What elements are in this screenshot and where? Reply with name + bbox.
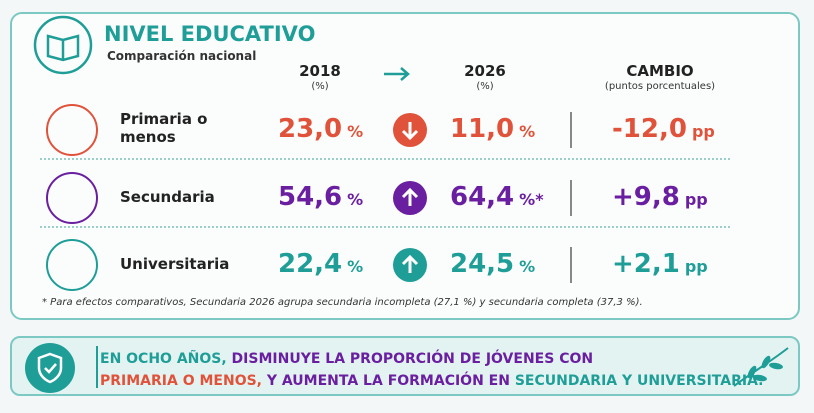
separator <box>40 226 730 228</box>
row-icon <box>46 239 98 291</box>
column-divider <box>570 180 572 216</box>
value: 11,0 <box>450 114 515 144</box>
value: +9,8 <box>612 182 680 212</box>
unit: % <box>519 122 536 141</box>
value-2026: 11,0% <box>450 114 535 144</box>
value: 24,5 <box>450 249 515 279</box>
banner-part: PRIMARIA O MENOS, <box>100 373 263 389</box>
value-2018: 23,0% <box>278 114 363 144</box>
separator <box>40 158 730 160</box>
trend-arrow <box>393 181 427 215</box>
subtitle: Comparación nacional <box>107 49 257 63</box>
row-icon <box>46 104 98 156</box>
value-2018: 22,4% <box>278 249 363 279</box>
value: +2,1 <box>612 249 680 279</box>
col-change-unit: (puntos porcentuales) <box>604 81 716 92</box>
footnote: * Para efectos comparativos, Secundaria … <box>42 297 643 308</box>
change: -12,0 pp <box>612 114 715 144</box>
change: +2,1 pp <box>612 249 708 279</box>
trend-arrow <box>393 113 427 147</box>
trend-arrow <box>393 248 427 282</box>
col-change: CAMBIO <box>626 62 694 80</box>
unit: % <box>519 257 536 276</box>
leaf-icon <box>733 347 789 387</box>
value-2026: 24,5% <box>450 249 535 279</box>
banner-part: Y AUMENTA LA FORMACIÓN EN <box>262 373 515 389</box>
unit: %* <box>519 190 544 209</box>
row-icon <box>46 172 98 224</box>
book-icon <box>33 15 93 75</box>
value: 22,4 <box>278 249 343 279</box>
value-2018: 54,6% <box>278 182 363 212</box>
column-divider <box>570 112 572 148</box>
banner-divider <box>96 346 98 388</box>
col-2026-unit: (%) <box>476 81 494 92</box>
unit: pp <box>684 257 708 276</box>
banner-part: DISMINUYE LA PROPORCIÓN DE JÓVENES CON <box>226 351 594 367</box>
banner-part: SECUNDARIA Y UNIVERSITARIA. <box>514 373 764 389</box>
value: 23,0 <box>278 114 343 144</box>
title: NIVEL EDUCATIVO <box>104 22 316 46</box>
row-label: Primaria o menos <box>120 110 208 146</box>
unit: % <box>347 122 364 141</box>
banner <box>10 336 800 396</box>
value: 64,4 <box>450 182 515 212</box>
value: 54,6 <box>278 182 343 212</box>
value: -12,0 <box>612 114 687 144</box>
unit: pp <box>684 190 708 209</box>
row-label: Secundaria <box>120 188 215 206</box>
change: +9,8 pp <box>612 182 708 212</box>
unit: % <box>347 190 364 209</box>
unit: % <box>347 257 364 276</box>
col-2026: 2026 <box>464 62 506 80</box>
shield-icon <box>25 343 75 393</box>
unit: pp <box>691 122 715 141</box>
col-2018: 2018 <box>299 62 341 80</box>
banner-text: EN OCHO AÑOS, DISMINUYE LA PROPORCIÓN DE… <box>100 348 763 392</box>
col-2018-unit: (%) <box>311 81 329 92</box>
row-label: Universitaria <box>120 255 230 273</box>
header-arrow <box>384 67 410 81</box>
column-divider <box>570 247 572 283</box>
banner-part: EN OCHO AÑOS, <box>100 351 227 367</box>
value-2026: 64,4 %* <box>450 182 544 212</box>
